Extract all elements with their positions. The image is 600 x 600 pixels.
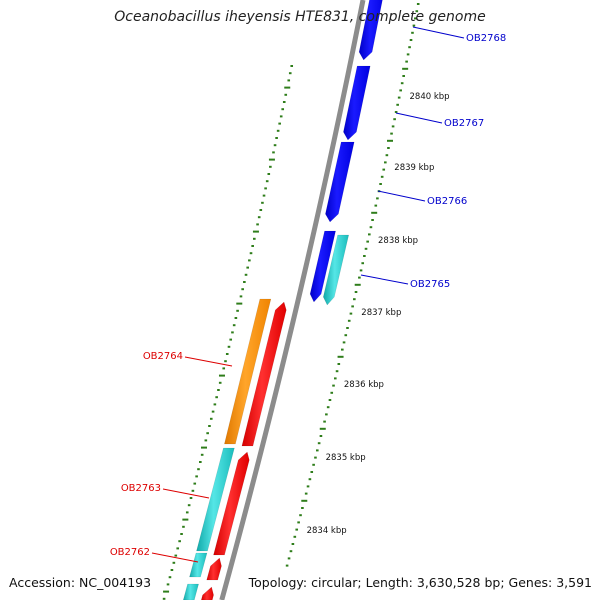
gene-label-ob2768[interactable]: OB2768 (466, 33, 506, 44)
gene-arrow-ob2768[interactable] (358, 0, 386, 61)
gene-label-ob2763[interactable]: OB2763 (121, 483, 161, 494)
gene-label-ob2765[interactable]: OB2765 (410, 279, 450, 290)
scale-label: 2837 kbp (361, 308, 401, 318)
gene-leader-line (395, 112, 443, 124)
accession-text: Accession: NC_004193 (9, 575, 152, 590)
gene-arrow-red[interactable] (201, 586, 214, 600)
scale-label: 2834 kbp (307, 526, 347, 536)
gene-leader-line (184, 356, 233, 367)
gene-arrow-ob2765[interactable] (309, 230, 336, 303)
gene-leader-line (360, 274, 409, 285)
gene-label-ob2764[interactable]: OB2764 (143, 351, 183, 362)
gene-label-ob2766[interactable]: OB2766 (427, 196, 467, 207)
page-title: Oceanobacillus iheyensis HTE831, complet… (114, 9, 486, 25)
genome-backbone (219, 0, 366, 600)
gene-arrow-cyan[interactable] (183, 583, 199, 600)
gene-arrow-red[interactable] (241, 301, 287, 447)
gene-arrow-ob2762[interactable] (189, 552, 208, 578)
gene-label-ob2762[interactable]: OB2762 (110, 547, 150, 558)
gene-arrow-cyan[interactable] (323, 234, 350, 306)
gene-leader-line (377, 190, 426, 202)
scale-label: 2836 kbp (344, 380, 384, 390)
gene-label-ob2767[interactable]: OB2767 (444, 118, 484, 129)
gene-arrow-red[interactable] (213, 451, 250, 556)
gene-leader-line (162, 488, 210, 499)
genome-summary-text: Topology: circular; Length: 3,630,528 bp… (248, 575, 592, 590)
gene-arrow-ob2767[interactable] (343, 65, 371, 141)
gene-leader-line (151, 552, 199, 563)
scale-label: 2839 kbp (394, 163, 434, 173)
gene-arrow-ob2766[interactable] (325, 141, 355, 223)
gene-arrow-red[interactable] (206, 557, 222, 581)
scale-label: 2835 kbp (326, 453, 366, 463)
gene-leader-line (412, 26, 465, 39)
gene-arrow-ob2764[interactable] (224, 298, 272, 445)
gene-arrow-ob2763[interactable] (196, 447, 235, 552)
scale-label: 2838 kbp (378, 236, 418, 246)
scale-label: 2840 kbp (410, 92, 450, 102)
